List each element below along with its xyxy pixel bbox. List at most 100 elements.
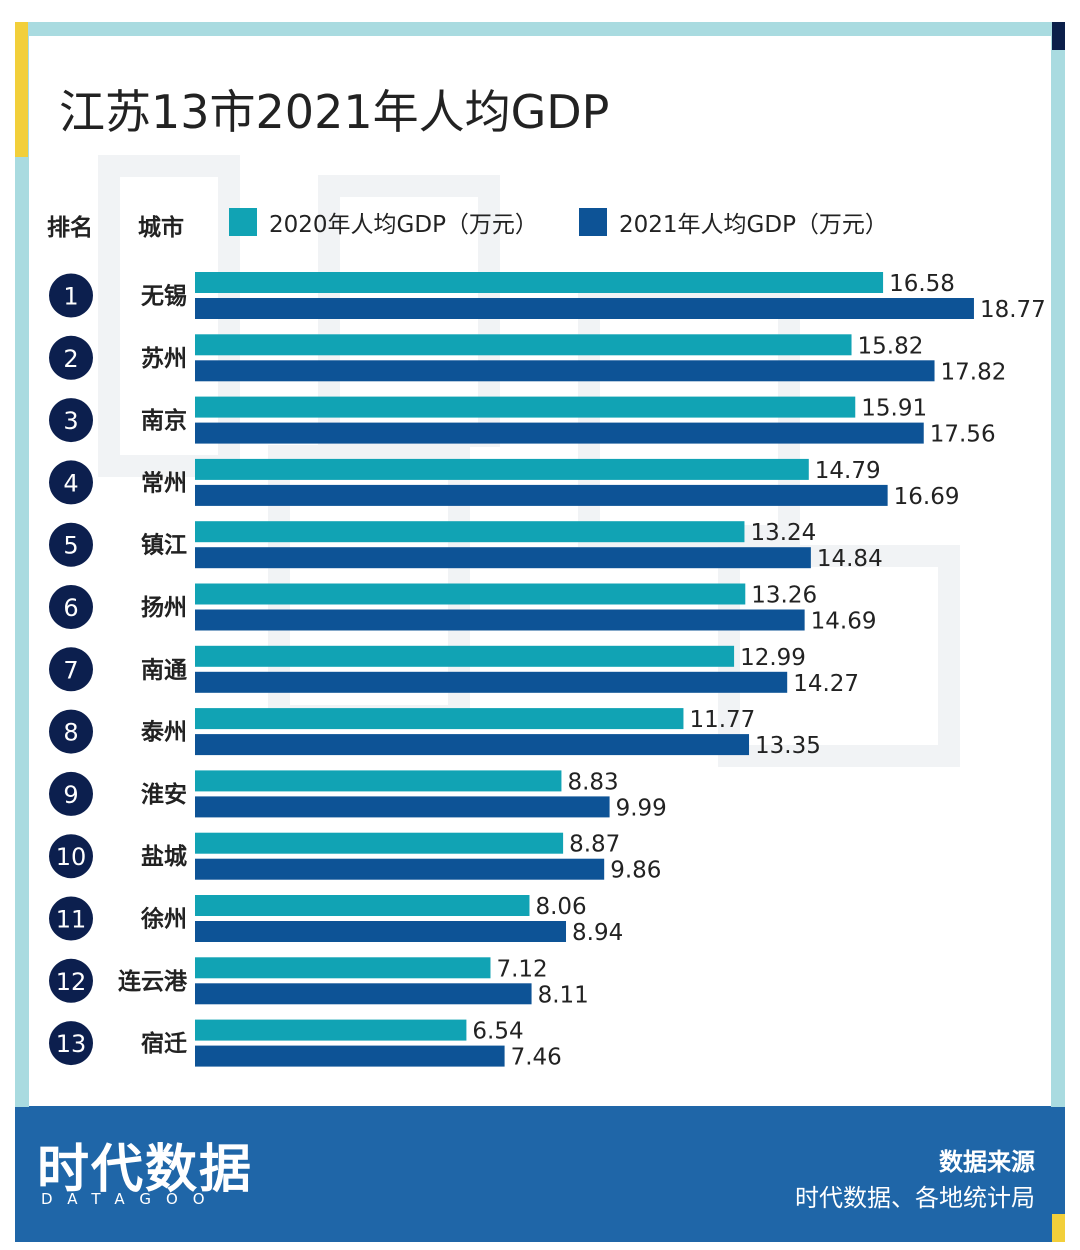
bar-2020 [195, 521, 745, 543]
value-label-2021: 7.46 [511, 1045, 562, 1071]
rank-number: 3 [63, 407, 78, 435]
rank-badge [49, 335, 93, 380]
value-label-2021: 9.86 [610, 858, 661, 884]
rank-badge [49, 771, 93, 816]
rank-badge [49, 398, 93, 443]
value-label-2021: 14.69 [811, 609, 877, 635]
brand-logo-text: 时代数据 [37, 1140, 254, 1200]
bar-2021 [195, 734, 750, 756]
bar-2020 [195, 272, 884, 293]
bar-2021 [195, 921, 567, 942]
value-label-2021: 17.56 [930, 422, 996, 448]
value-label-2021: 18.77 [980, 297, 1046, 323]
rank-badge [49, 709, 93, 754]
value-label-2020: 13.26 [751, 583, 817, 609]
value-label-2021: 8.11 [538, 982, 589, 1008]
value-label-2020: 13.24 [750, 520, 816, 546]
value-label-2020: 8.87 [569, 832, 620, 858]
rank-badge [49, 1021, 93, 1066]
bar-2020 [195, 770, 562, 792]
value-label-2021: 16.69 [894, 484, 960, 510]
value-label-2021: 9.99 [616, 795, 667, 821]
city-label: 无锡 [141, 284, 187, 310]
value-label-2021: 8.94 [572, 920, 623, 946]
bar-2021 [195, 298, 974, 319]
frame-left-border [15, 22, 29, 1107]
value-label-2020: 8.06 [535, 894, 586, 920]
bar-2020 [195, 645, 735, 667]
rank-number: 5 [63, 532, 78, 560]
legend-label-2020: 2020年人均GDP（万元） [269, 212, 538, 238]
rank-number: 12 [56, 968, 87, 996]
value-label-2020: 15.91 [861, 396, 927, 422]
bar-2021 [195, 1045, 505, 1067]
rank-number: 1 [63, 283, 78, 311]
bar-2021 [195, 422, 924, 444]
rank-badge [49, 896, 93, 941]
source-heading: 数据来源 [939, 1148, 1035, 1176]
rank-number: 8 [63, 719, 78, 747]
city-label: 宿迁 [141, 1030, 187, 1057]
bar-2020 [195, 957, 491, 979]
value-label-2020: 12.99 [740, 645, 806, 671]
value-label-2020: 7.12 [496, 956, 547, 982]
bar-2020 [195, 708, 684, 730]
value-label-2021: 13.35 [755, 733, 821, 759]
value-label-2021: 17.82 [941, 359, 1007, 385]
bar-2020 [195, 458, 809, 480]
rank-badge [49, 647, 93, 692]
bar-2020 [195, 832, 564, 854]
city-label: 常州 [141, 470, 187, 496]
city-label: 苏州 [141, 346, 187, 372]
legend-item-2020: 2020年人均GDP（万元） [229, 206, 538, 238]
page-frame: 江苏13市2021年人均GDP 排名 城市 2020年人均GDP（万元） 202… [15, 22, 1065, 1242]
value-label-2020: 6.54 [472, 1019, 523, 1045]
city-label: 徐州 [140, 906, 187, 933]
city-label: 淮安 [141, 781, 187, 808]
rank-badge [49, 958, 93, 1003]
city-column-header: 城市 [138, 215, 184, 241]
brand-logo-subtitle: DATAGOO [41, 1190, 220, 1208]
value-label-2020: 11.77 [689, 707, 755, 733]
value-label-2021: 14.84 [817, 546, 883, 572]
bar-2021 [195, 609, 805, 631]
chart-title: 江苏13市2021年人均GDP [59, 85, 610, 139]
value-label-2020: 16.58 [889, 271, 955, 297]
bar-2020 [195, 895, 530, 916]
city-label: 连云港 [118, 968, 188, 995]
rank-number: 11 [56, 906, 87, 934]
value-label-2020: 15.82 [858, 333, 924, 359]
bar-2021 [195, 671, 788, 693]
accent-yellow-bottom-right [1052, 1214, 1065, 1242]
legend-label-2021: 2021年人均GDP（万元） [619, 212, 888, 238]
rank-number: 10 [56, 843, 87, 871]
bar-2020 [195, 1019, 467, 1041]
rank-column-header: 排名 [47, 215, 93, 241]
rank-badge [49, 460, 93, 505]
rank-number: 6 [63, 594, 78, 622]
rank-number: 7 [63, 656, 78, 684]
bar-2020 [195, 334, 852, 356]
legend-item-2021: 2021年人均GDP（万元） [579, 206, 888, 238]
rank-number: 9 [63, 781, 78, 809]
city-label: 盐城 [141, 843, 187, 870]
city-label: 南京 [141, 407, 187, 434]
bar-2021 [195, 547, 811, 569]
accent-navy-top-right [1052, 22, 1065, 50]
city-label: 扬州 [141, 594, 187, 621]
city-label: 镇江 [141, 532, 187, 559]
rank-badge [49, 522, 93, 567]
frame-top-border [15, 22, 1065, 36]
rank-number: 13 [56, 1030, 87, 1058]
rank-number: 2 [63, 345, 78, 373]
city-label: 泰州 [140, 719, 187, 746]
value-label-2020: 14.79 [815, 458, 881, 484]
bar-2021 [195, 796, 610, 818]
rank-badge [49, 273, 93, 318]
source-text: 时代数据、各地统计局 [795, 1184, 1035, 1212]
bar-2021 [195, 983, 532, 1005]
accent-yellow-top-left [15, 22, 28, 157]
city-label: 南通 [141, 657, 187, 683]
value-label-2021: 14.27 [793, 671, 859, 697]
